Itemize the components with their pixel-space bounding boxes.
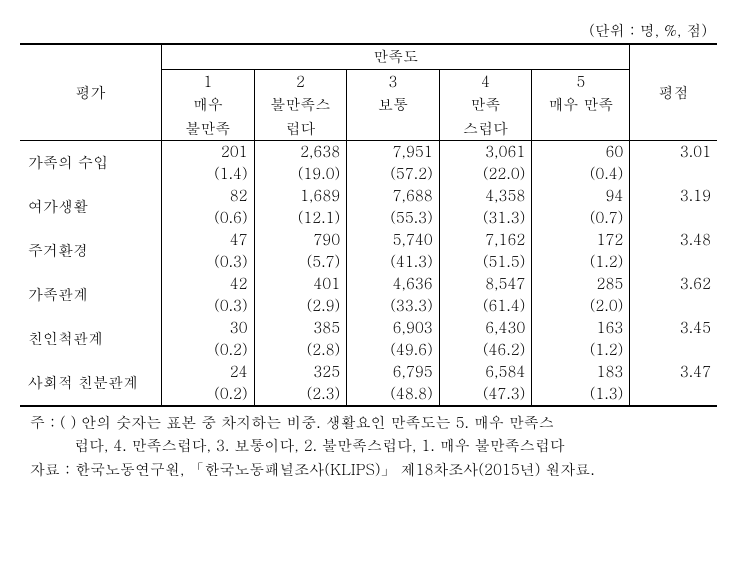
cell-count: 6,584 <box>439 361 532 383</box>
cell-pct: (1.2) <box>532 251 630 273</box>
cell-count: 385 <box>254 317 347 339</box>
scale-5-num: 5 <box>532 69 630 93</box>
scale-1-label1: 매우 <box>162 93 255 117</box>
cell-score: 3.47 <box>630 361 717 406</box>
scale-4-label1: 만족 <box>439 93 532 117</box>
cell-count: 7,162 <box>439 229 532 251</box>
cell-score: 3.19 <box>630 185 717 229</box>
cell-pct: (47.3) <box>439 383 532 406</box>
cell-count: 82 <box>162 185 255 207</box>
cell-count: 7,688 <box>347 185 440 207</box>
cell-pct: (31.3) <box>439 207 532 229</box>
cell-count: 285 <box>532 273 630 295</box>
row-label: 가족관계 <box>20 273 162 317</box>
satisfaction-table: 평가 만족도 평점 1 2 3 4 5 매우 불만족스 보통 만족 매우 만족 … <box>20 43 717 407</box>
cell-count: 8,547 <box>439 273 532 295</box>
cell-count: 790 <box>254 229 347 251</box>
cell-score: 3.01 <box>630 141 717 186</box>
cell-pct: (2.9) <box>254 295 347 317</box>
scale-2-label1: 불만족스 <box>254 93 347 117</box>
cell-pct: (1.3) <box>532 383 630 406</box>
scale-3-label1: 보통 <box>347 93 440 117</box>
cell-count: 172 <box>532 229 630 251</box>
cell-count: 47 <box>162 229 255 251</box>
cell-pct: (0.2) <box>162 383 255 406</box>
header-eval: 평가 <box>20 44 162 141</box>
cell-pct: (51.5) <box>439 251 532 273</box>
cell-count: 2,638 <box>254 141 347 164</box>
cell-count: 201 <box>162 141 255 164</box>
cell-pct: (5.7) <box>254 251 347 273</box>
row-label: 사회적 친분관계 <box>20 361 162 406</box>
cell-count: 3,061 <box>439 141 532 164</box>
cell-pct: (48.8) <box>347 383 440 406</box>
cell-pct: (55.3) <box>347 207 440 229</box>
scale-1-num: 1 <box>162 69 255 93</box>
footnotes: 주 : ( ) 안의 숫자는 표본 중 차지하는 비중. 생활요인 만족도는 5… <box>20 411 717 481</box>
scale-3-label2 <box>347 117 440 141</box>
cell-pct: (2.0) <box>532 295 630 317</box>
cell-pct: (1.4) <box>162 163 255 185</box>
cell-count: 60 <box>532 141 630 164</box>
cell-count: 24 <box>162 361 255 383</box>
row-label: 주거환경 <box>20 229 162 273</box>
scale-3-num: 3 <box>347 69 440 93</box>
cell-pct: (2.8) <box>254 339 347 361</box>
scale-2-label2: 럽다 <box>254 117 347 141</box>
cell-pct: (41.3) <box>347 251 440 273</box>
row-label: 가족의 수입 <box>20 141 162 186</box>
scale-4-num: 4 <box>439 69 532 93</box>
footnote-line2: 럽다, 4. 만족스럽다, 3. 보통이다, 2. 불만족스럽다, 1. 매우 … <box>30 434 707 457</box>
cell-pct: (0.3) <box>162 295 255 317</box>
cell-count: 42 <box>162 273 255 295</box>
header-satisfaction: 만족도 <box>162 44 630 69</box>
cell-count: 1,689 <box>254 185 347 207</box>
cell-pct: (0.3) <box>162 251 255 273</box>
cell-count: 94 <box>532 185 630 207</box>
cell-count: 7,951 <box>347 141 440 164</box>
cell-pct: (0.4) <box>532 163 630 185</box>
cell-count: 6,430 <box>439 317 532 339</box>
cell-score: 3.48 <box>630 229 717 273</box>
cell-pct: (61.4) <box>439 295 532 317</box>
row-label: 여가생활 <box>20 185 162 229</box>
cell-count: 4,636 <box>347 273 440 295</box>
cell-pct: (0.2) <box>162 339 255 361</box>
scale-5-label1: 매우 만족 <box>532 93 630 117</box>
scale-4-label2: 스럽다 <box>439 117 532 141</box>
cell-pct: (49.6) <box>347 339 440 361</box>
cell-count: 6,903 <box>347 317 440 339</box>
cell-count: 4,358 <box>439 185 532 207</box>
cell-count: 183 <box>532 361 630 383</box>
scale-2-num: 2 <box>254 69 347 93</box>
cell-pct: (1.2) <box>532 339 630 361</box>
cell-pct: (19.0) <box>254 163 347 185</box>
table-body: 가족의 수입2012,6387,9513,061603.01 (1.4)(19.0… <box>20 141 717 407</box>
cell-pct: (22.0) <box>439 163 532 185</box>
header-score: 평점 <box>630 44 717 141</box>
cell-count: 401 <box>254 273 347 295</box>
scale-1-label2: 불만족 <box>162 117 255 141</box>
cell-pct: (12.1) <box>254 207 347 229</box>
unit-label: (단위 : 명, %, 점) <box>20 20 717 41</box>
cell-score: 3.45 <box>630 317 717 361</box>
cell-pct: (2.3) <box>254 383 347 406</box>
scale-5-label2 <box>532 117 630 141</box>
footnote-line1: 주 : ( ) 안의 숫자는 표본 중 차지하는 비중. 생활요인 만족도는 5… <box>30 411 707 434</box>
cell-pct: (57.2) <box>347 163 440 185</box>
cell-score: 3.62 <box>630 273 717 317</box>
footnote-line3: 자료 : 한국노동연구원, 「한국노동패널조사(KLIPS)」 제18차조사(2… <box>30 458 707 481</box>
cell-count: 163 <box>532 317 630 339</box>
cell-count: 325 <box>254 361 347 383</box>
row-label: 친인척관계 <box>20 317 162 361</box>
cell-count: 5,740 <box>347 229 440 251</box>
cell-count: 30 <box>162 317 255 339</box>
cell-count: 6,795 <box>347 361 440 383</box>
cell-pct: (46.2) <box>439 339 532 361</box>
cell-pct: (33.3) <box>347 295 440 317</box>
cell-pct: (0.7) <box>532 207 630 229</box>
cell-pct: (0.6) <box>162 207 255 229</box>
